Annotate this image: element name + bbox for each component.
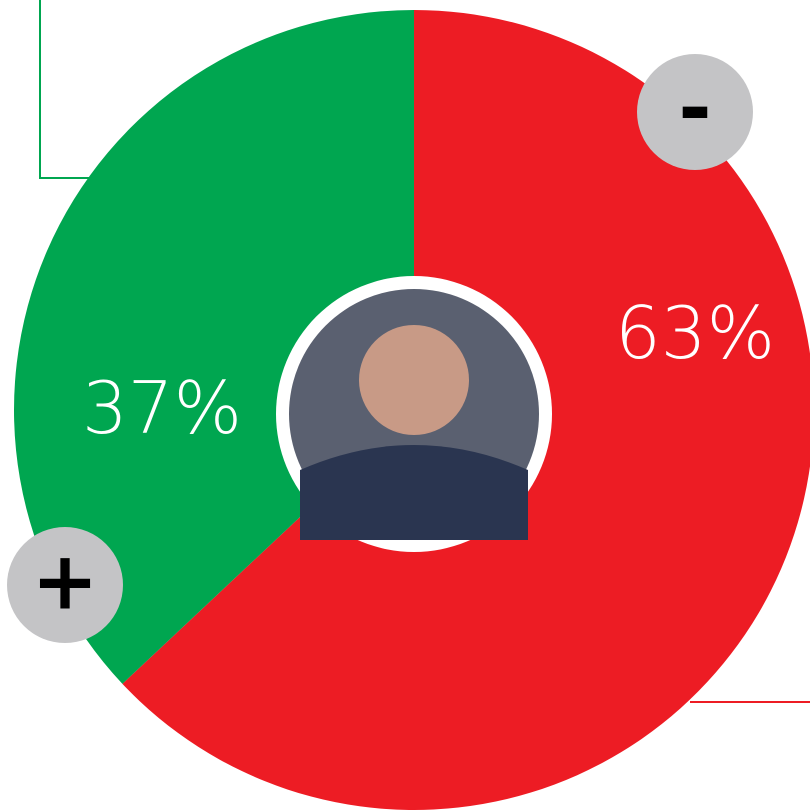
portrait-face <box>359 325 469 435</box>
value-label: 63% <box>615 291 775 375</box>
decor-line <box>40 0 95 178</box>
value-label: 37% <box>82 366 242 450</box>
chart: 63% 37% - + <box>0 0 810 811</box>
badge-symbol: - <box>678 62 711 155</box>
portrait-suit <box>300 445 528 540</box>
badge-symbol: + <box>31 535 98 628</box>
